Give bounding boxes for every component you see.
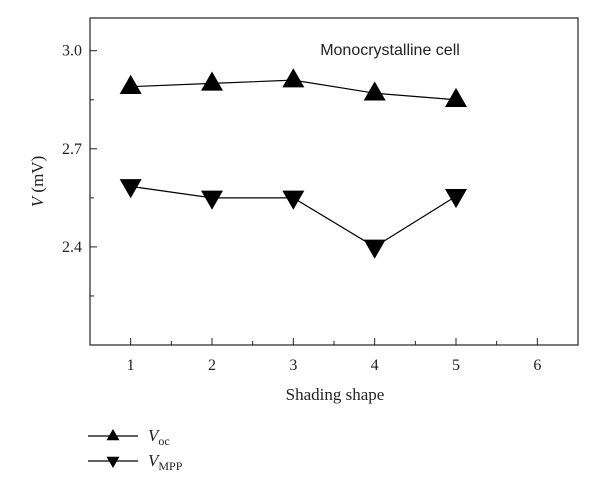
legend: Voc VMPP [88, 426, 183, 473]
x-axis-label: Shading shape [286, 385, 385, 404]
data-point-voc [282, 68, 305, 88]
legend-label-voc: Voc [148, 426, 170, 448]
plot-frame [89, 17, 579, 346]
x-tick-label: 4 [371, 357, 379, 374]
legend-label-vmpp: VMPP [148, 451, 183, 473]
y-tick-label: 2.4 [62, 239, 82, 256]
data-point-vmpp [445, 188, 467, 209]
legend-label-vmpp-var: V [148, 451, 161, 470]
y-axis-label: V (mV) [28, 156, 47, 207]
y-tick-label: 2.7 [62, 141, 82, 158]
x-tick-label: 5 [452, 357, 460, 374]
legend-marker-vmpp [106, 456, 120, 469]
legend-label-vmpp-sub: MPP [158, 459, 182, 473]
x-tick-label: 3 [289, 357, 297, 374]
data-point-voc [363, 81, 386, 101]
x-tick-label: 1 [127, 357, 135, 374]
data-point-voc [119, 74, 142, 94]
chart-annotation: Monocrystalline cell [320, 42, 460, 59]
y-axis-label-var: V [28, 194, 47, 207]
legend-item-vmpp: VMPP [88, 451, 183, 473]
legend-marker-voc [106, 428, 120, 441]
data-point-voc [201, 71, 223, 91]
data-point-vmpp [363, 239, 386, 259]
data-point-vmpp [119, 179, 142, 199]
legend-item-voc: Voc [88, 426, 170, 448]
x-tick-label: 2 [208, 357, 216, 374]
data-point-vmpp [201, 190, 223, 210]
y-tick-label: 3.0 [62, 43, 82, 60]
data-point-vmpp [282, 190, 305, 210]
x-tick-label: 6 [533, 357, 541, 374]
data-point-voc [445, 87, 467, 108]
legend-label-voc-var: V [148, 426, 161, 445]
y-axis-label-unit: (mV) [28, 156, 47, 197]
legend-label-voc-sub: oc [158, 434, 169, 448]
